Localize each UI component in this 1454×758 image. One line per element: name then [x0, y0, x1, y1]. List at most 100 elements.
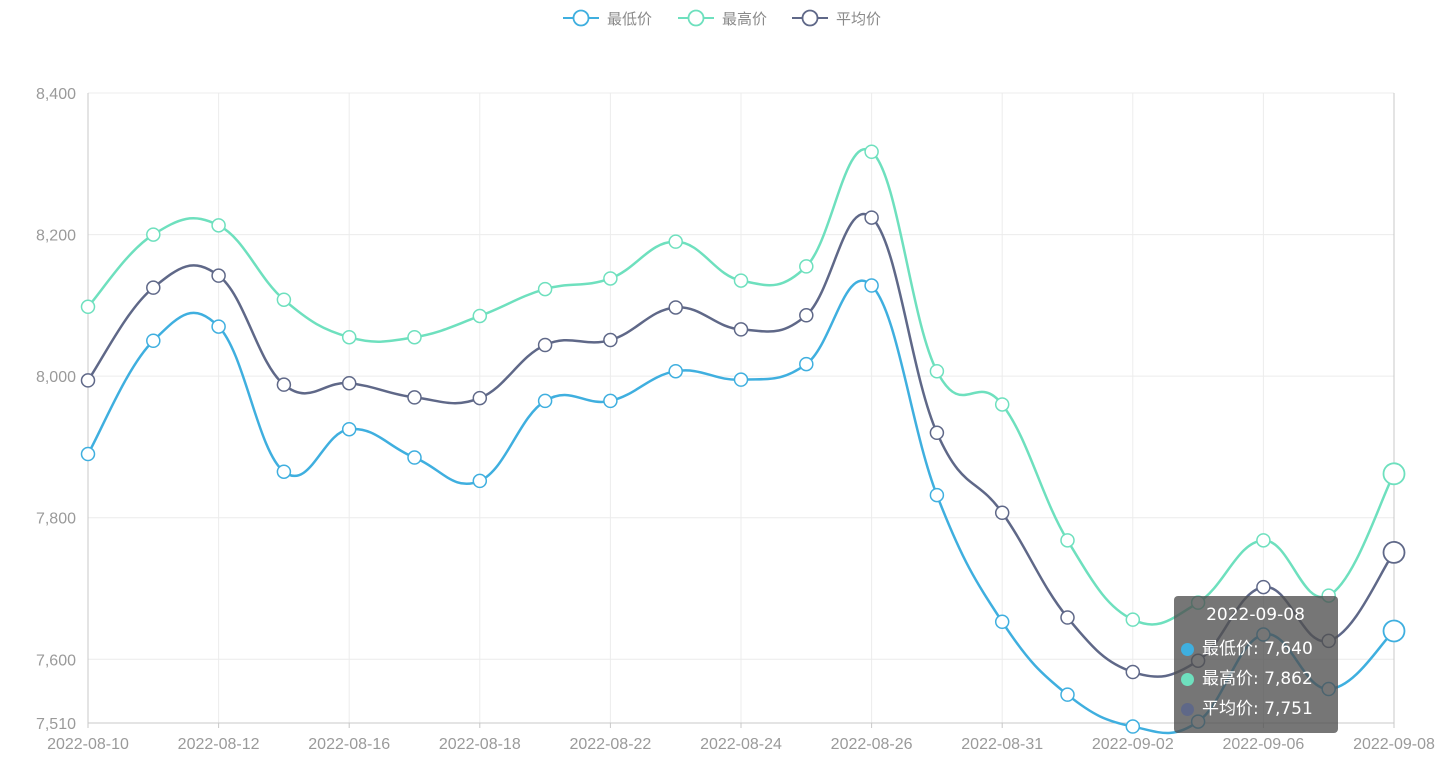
data-point — [733, 322, 749, 337]
data-point — [146, 280, 161, 295]
data-point — [668, 363, 683, 379]
data-point — [341, 421, 357, 437]
legend-circle-icon — [572, 9, 590, 27]
data-point — [341, 375, 357, 391]
data-point — [276, 464, 292, 479]
data-point — [733, 273, 749, 288]
y-tick-label: 8,000 — [36, 369, 76, 386]
data-point — [1060, 533, 1075, 548]
data-point — [407, 450, 422, 465]
data-point — [1256, 579, 1271, 595]
data-point — [1382, 462, 1406, 486]
data-point — [994, 505, 1010, 521]
tooltip-separator: : — [1253, 639, 1265, 659]
data-point — [1060, 610, 1075, 625]
data-point — [1125, 719, 1141, 734]
data-point — [799, 259, 814, 274]
x-tick-label: 2022-08-31 — [961, 736, 1043, 753]
data-point — [799, 356, 814, 372]
data-point — [799, 308, 814, 323]
tooltip-label-max: 最高价 — [1202, 669, 1253, 689]
data-point — [537, 393, 553, 409]
y-tick-label: 7,800 — [36, 511, 76, 528]
legend-label: 平均价 — [836, 10, 881, 28]
data-point — [80, 446, 96, 462]
data-point — [472, 308, 488, 324]
tooltip-marker-min — [1181, 642, 1194, 656]
x-tick-label: 2022-09-08 — [1353, 736, 1435, 753]
tooltip-marker-max — [1181, 672, 1194, 686]
legend-circle-icon — [801, 9, 819, 27]
x-tick-label: 2022-08-10 — [47, 736, 129, 753]
data-point — [864, 278, 879, 293]
data-point — [341, 329, 357, 345]
data-point — [472, 473, 488, 489]
legend[interactable]: 最低价 最高价 平均价 — [563, 9, 881, 28]
tooltip-label-min: 最低价 — [1202, 639, 1253, 659]
data-point — [864, 144, 879, 160]
data-point — [537, 337, 553, 353]
x-tick-label: 2022-08-24 — [700, 736, 782, 753]
x-tick-label: 2022-08-16 — [308, 736, 390, 753]
x-tick-label: 2022-08-12 — [178, 736, 260, 753]
data-point — [146, 227, 161, 242]
legend-item-1[interactable]: 最低价 — [563, 9, 652, 28]
data-point — [733, 372, 749, 387]
tooltip-separator: : — [1253, 669, 1265, 689]
tooltip-value-min: 7,640 — [1264, 639, 1313, 659]
x-tick-label: 2022-09-02 — [1092, 736, 1174, 753]
x-tick-label: 2022-08-18 — [439, 736, 521, 753]
data-point — [994, 614, 1010, 630]
data-point — [864, 210, 879, 225]
tooltip-value-avg: 7,751 — [1264, 699, 1313, 719]
data-point — [211, 268, 226, 283]
data-point — [276, 377, 292, 392]
tooltip: 2022-09-08 最低价: 7,640 最高价: 7,862 平均价: 7,… — [1174, 596, 1338, 733]
data-point — [80, 373, 96, 388]
data-point — [929, 487, 945, 503]
data-point — [668, 234, 683, 249]
legend-label: 最高价 — [722, 10, 767, 28]
legend-item-2[interactable]: 最高价 — [678, 9, 767, 28]
data-point — [407, 390, 422, 405]
data-point — [1060, 687, 1075, 702]
legend-circle-icon — [687, 9, 705, 27]
y-tick-label: 7,600 — [36, 652, 76, 669]
legend-label: 最低价 — [607, 10, 652, 28]
x-tick-label: 2022-08-26 — [831, 736, 913, 753]
tooltip-title: 2022-09-08 — [1206, 605, 1305, 625]
data-points — [80, 144, 1406, 734]
tooltip-row-min: 最低价: 7,640 — [1181, 634, 1330, 664]
data-point — [146, 333, 161, 349]
data-point — [1256, 533, 1271, 548]
data-point — [1382, 619, 1406, 643]
data-point — [603, 271, 618, 286]
legend-item-3[interactable]: 平均价 — [792, 9, 881, 28]
data-point — [1382, 541, 1406, 564]
data-point — [929, 363, 945, 379]
tooltip-row-max: 最高价: 7,862 — [1181, 664, 1330, 694]
x-tick-label: 2022-08-22 — [569, 736, 651, 753]
x-tick-label: 2022-09-06 — [1222, 736, 1304, 753]
tooltip-label-avg: 平均价 — [1202, 699, 1253, 719]
y-tick-label: 8,200 — [36, 228, 76, 245]
tooltip-value-max: 7,862 — [1264, 669, 1313, 689]
data-point — [994, 397, 1010, 412]
data-point — [80, 299, 96, 315]
data-point — [929, 425, 945, 441]
tooltip-row-avg: 平均价: 7,751 — [1181, 694, 1330, 724]
data-point — [603, 393, 618, 409]
data-point — [1125, 612, 1141, 627]
y-tick-label: 7,510 — [36, 716, 76, 733]
data-point — [407, 329, 422, 345]
tooltip-marker-avg — [1181, 702, 1194, 716]
data-point — [668, 300, 683, 315]
data-point — [1125, 664, 1141, 680]
data-point — [211, 319, 226, 334]
data-point — [276, 292, 292, 307]
data-point — [472, 390, 488, 406]
y-tick-label: 8,400 — [36, 86, 76, 103]
tooltip-separator: : — [1253, 699, 1265, 719]
data-point — [537, 281, 553, 297]
